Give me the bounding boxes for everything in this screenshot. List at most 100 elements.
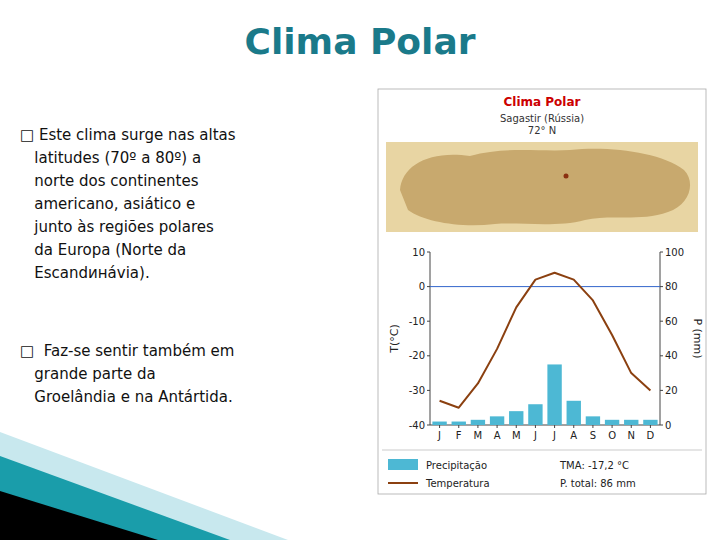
x-tick [650,425,651,428]
axes: -40-30-20-10010020406080100JFMAMJJASONDT… [388,247,704,442]
precip-bar [528,404,542,425]
y2-axis-line [660,252,661,425]
y2-tick-label: 80 [665,281,678,292]
x-tick-label: J [533,430,537,441]
bullet-line: americano, asiático e [20,195,195,213]
chart-panel [378,89,706,494]
decor-triangle [0,491,158,540]
x-tick [516,425,517,428]
precip-bar [509,411,523,425]
x-tick [631,425,632,428]
bullet-line: da Europa (Norte da [20,241,186,259]
x-tick-label: A [570,430,577,441]
page: Clima Polar □ Este clima surge nas altas … [0,0,720,540]
map-location [564,174,569,179]
page-title: Clima Polar [245,21,476,62]
x-tick [439,425,440,428]
bullet-line: Escandинávia). [20,264,150,282]
y-tick-label: -20 [409,350,425,361]
precip-bar [624,420,638,425]
y-tick-label: 0 [419,281,425,292]
precip-bar [471,420,485,425]
y2-tick-label: 20 [665,385,678,396]
bullet-line: junto às regiões polares [20,218,214,236]
x-tick [612,425,613,428]
legend: Precipitação Temperatura TMA: -17,2 °C P. t… [382,450,702,489]
precip-bar [643,420,657,425]
legend-swatch [388,482,418,484]
subtitle-line: Sagastir (Rússia) [500,113,584,124]
x-tick-label: N [628,430,635,441]
y-axis-label: T(°C) [388,324,401,353]
legend-label: Precipitação [426,460,487,471]
precip-bar [567,401,581,425]
x-tick-label: S [590,430,596,441]
y2-tick-label: 60 [665,316,678,327]
bullet-line: norte dos continentes [20,172,199,190]
x-tick-label: A [494,430,501,441]
y-tick [427,321,430,322]
x-tick [554,425,555,428]
zero-line [430,286,660,287]
x-tick-label: M [512,430,521,441]
legend-swatch [388,459,418,470]
map-shape [400,149,690,225]
y-tick [427,252,430,253]
precip-bar [432,422,446,425]
annotation: P. total: 86 mm [560,478,636,489]
y-tick [427,355,430,356]
y2-tick [660,355,663,356]
precip-bar [605,420,619,425]
y-tick-label: -30 [409,385,425,396]
x-tick [573,425,574,428]
bullet-line: □ Faz-se sentir também em [20,342,234,360]
y-tick [427,286,430,287]
x-tick [592,425,593,428]
x-tick [535,425,536,428]
bullet-line: grande parte da [20,365,156,383]
x-tick [458,425,459,428]
x-tick-label: J [437,430,441,441]
bullet-text: □ Este clima surge nas altas latitudes (… [20,126,236,282]
bullet-line: latitudes (70º a 80º) a [20,149,201,167]
bullet-text: □ Faz-se sentir também em grande parte d… [20,342,234,406]
annotation: TMA: -17,2 °C [559,460,629,471]
plot-area [430,273,660,425]
x-tick-label: F [456,430,462,441]
legend-label: Temperatura [425,478,490,489]
legend-separator [382,450,702,451]
chart-subtitle: Sagastir (Rússia)72° N [500,113,584,136]
temperature-line [440,273,651,408]
y-tick-label: -10 [409,316,425,327]
precip-bar [452,422,466,425]
y-axis-line [430,252,431,425]
chart-title: Clima Polar [504,95,581,109]
precip-bar [547,364,561,425]
y-tick-label: 10 [412,247,425,258]
decor-triangle [0,432,288,540]
x-tick-label: M [474,430,483,441]
y2-tick [660,321,663,322]
bullet-line: □ Este clima surge nas altas [20,126,236,144]
precip-bar [586,416,600,425]
y2-tick [660,390,663,391]
y2-tick-label: 0 [665,420,671,431]
x-tick-label: J [552,430,556,441]
map-background [386,142,698,232]
y2-tick [660,286,663,287]
decor-triangle [0,456,230,540]
y2-tick-label: 100 [665,247,684,258]
bullet-line: Groelândia e na Antártida. [20,388,233,406]
y-tick [427,390,430,391]
x-tick [477,425,478,428]
y2-tick-label: 40 [665,350,678,361]
precip-bar [490,416,504,425]
y-tick [427,425,430,426]
y2-axis-label: P (mm) [691,318,704,358]
x-tick-label: O [608,430,616,441]
y2-tick [660,252,663,253]
y2-tick [660,425,663,426]
y-tick-label: -40 [409,420,425,431]
subtitle-line: 72° N [528,125,556,136]
x-tick-label: D [647,430,655,441]
